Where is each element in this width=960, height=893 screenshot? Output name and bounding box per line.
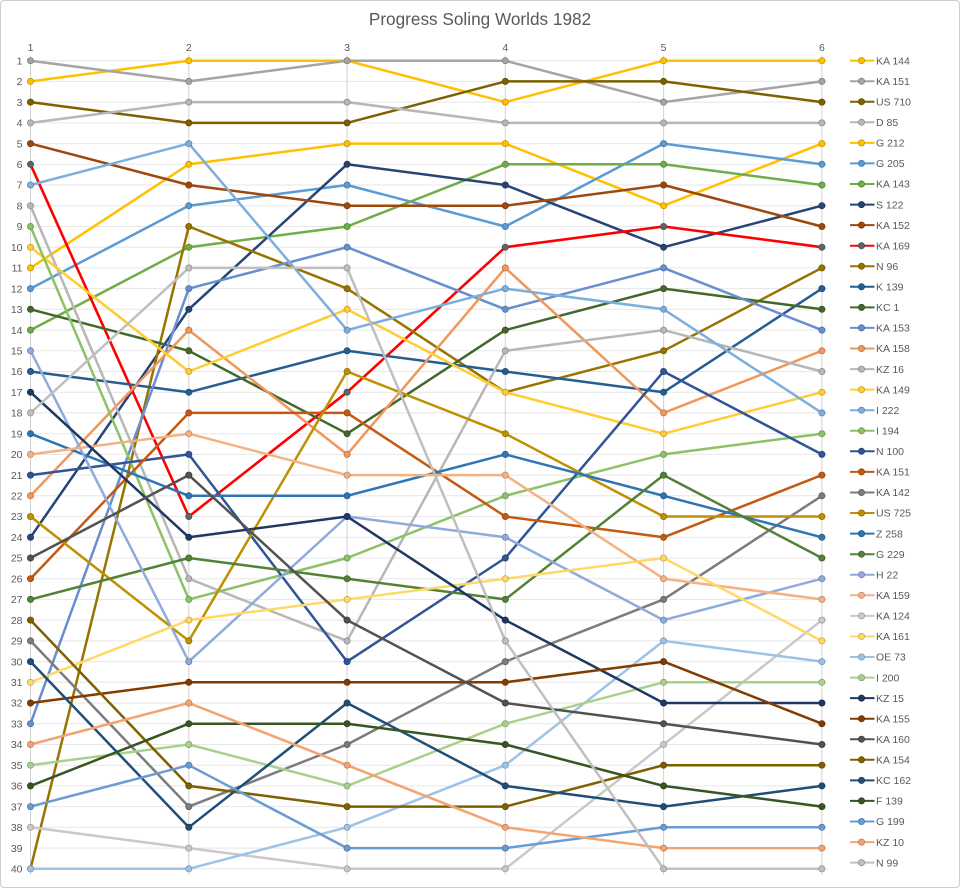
svg-text:K 139: K 139 (876, 282, 904, 294)
svg-text:KA 142: KA 142 (876, 487, 910, 499)
svg-text:KA 144: KA 144 (876, 55, 910, 67)
svg-text:Z 258: Z 258 (876, 528, 903, 540)
svg-text:KZ 10: KZ 10 (876, 837, 904, 849)
svg-text:KA 124: KA 124 (876, 611, 910, 623)
svg-text:3: 3 (344, 42, 350, 54)
svg-text:KC 162: KC 162 (876, 775, 911, 787)
svg-text:KA 161: KA 161 (876, 631, 910, 643)
svg-text:KZ 16: KZ 16 (876, 364, 904, 376)
svg-text:5: 5 (661, 42, 667, 54)
svg-text:KA 153: KA 153 (876, 323, 910, 335)
svg-text:14: 14 (11, 325, 23, 337)
svg-text:13: 13 (11, 304, 23, 316)
svg-text:4: 4 (502, 42, 508, 54)
svg-text:1: 1 (28, 42, 34, 54)
svg-text:25: 25 (11, 553, 23, 565)
svg-text:KA 169: KA 169 (876, 240, 910, 252)
svg-text:26: 26 (11, 573, 23, 585)
svg-text:G 205: G 205 (876, 158, 905, 170)
svg-text:39: 39 (11, 843, 23, 855)
svg-text:29: 29 (11, 636, 23, 648)
svg-text:3: 3 (17, 97, 23, 109)
svg-text:H 22: H 22 (876, 569, 898, 581)
svg-text:I 200: I 200 (876, 672, 900, 684)
svg-text:6: 6 (17, 159, 23, 171)
svg-text:G 229: G 229 (876, 549, 905, 561)
svg-text:US 710: US 710 (876, 96, 911, 108)
svg-text:5: 5 (17, 138, 23, 150)
svg-text:N 96: N 96 (876, 261, 898, 273)
svg-text:KA 155: KA 155 (876, 713, 910, 725)
svg-text:40: 40 (11, 864, 23, 876)
svg-text:30: 30 (11, 656, 23, 668)
svg-text:38: 38 (11, 822, 23, 834)
svg-text:KC 1: KC 1 (876, 302, 900, 314)
svg-text:31: 31 (11, 677, 23, 689)
svg-text:G 199: G 199 (876, 816, 905, 828)
svg-text:18: 18 (11, 408, 23, 420)
svg-text:32: 32 (11, 698, 23, 710)
svg-text:34: 34 (11, 739, 23, 751)
svg-text:N 100: N 100 (876, 446, 904, 458)
svg-text:KA 151: KA 151 (876, 76, 910, 88)
svg-text:KA 149: KA 149 (876, 384, 910, 396)
svg-text:8: 8 (17, 200, 23, 212)
svg-text:KZ 15: KZ 15 (876, 693, 904, 705)
svg-text:I 222: I 222 (876, 405, 900, 417)
svg-text:KA 143: KA 143 (876, 179, 910, 191)
svg-text:G 212: G 212 (876, 138, 905, 150)
svg-text:7: 7 (17, 180, 23, 192)
svg-text:9: 9 (17, 221, 23, 233)
svg-text:Progress Soling Worlds 1982: Progress Soling Worlds 1982 (369, 9, 591, 29)
svg-text:23: 23 (11, 511, 23, 523)
svg-text:15: 15 (11, 346, 23, 358)
svg-text:KA 158: KA 158 (876, 343, 910, 355)
svg-text:KA 160: KA 160 (876, 734, 910, 746)
svg-text:F 139: F 139 (876, 796, 903, 808)
svg-text:10: 10 (11, 242, 23, 254)
svg-text:17: 17 (11, 387, 23, 399)
svg-text:20: 20 (11, 449, 23, 461)
svg-text:OE 73: OE 73 (876, 652, 906, 664)
svg-text:16: 16 (11, 366, 23, 378)
svg-text:I 194: I 194 (876, 426, 900, 438)
svg-text:28: 28 (11, 615, 23, 627)
svg-text:US 725: US 725 (876, 508, 911, 520)
svg-text:KA 152: KA 152 (876, 220, 910, 232)
svg-text:22: 22 (11, 491, 23, 503)
svg-text:S 122: S 122 (876, 199, 904, 211)
svg-text:KA 159: KA 159 (876, 590, 910, 602)
svg-text:6: 6 (819, 42, 825, 54)
svg-text:27: 27 (11, 594, 23, 606)
svg-text:D 85: D 85 (876, 117, 898, 129)
svg-text:36: 36 (11, 781, 23, 793)
svg-text:37: 37 (11, 801, 23, 813)
svg-text:24: 24 (11, 532, 23, 544)
svg-text:2: 2 (186, 42, 192, 54)
svg-text:33: 33 (11, 718, 23, 730)
svg-text:N 99: N 99 (876, 857, 898, 869)
svg-text:11: 11 (12, 263, 23, 275)
svg-text:19: 19 (11, 428, 23, 440)
svg-text:1: 1 (17, 55, 23, 67)
svg-text:35: 35 (11, 760, 23, 772)
svg-text:KA 154: KA 154 (876, 755, 910, 767)
svg-text:12: 12 (11, 283, 23, 295)
svg-text:21: 21 (11, 470, 23, 482)
svg-text:4: 4 (17, 118, 23, 130)
svg-text:KA 151: KA 151 (876, 467, 910, 479)
svg-text:2: 2 (17, 76, 23, 88)
